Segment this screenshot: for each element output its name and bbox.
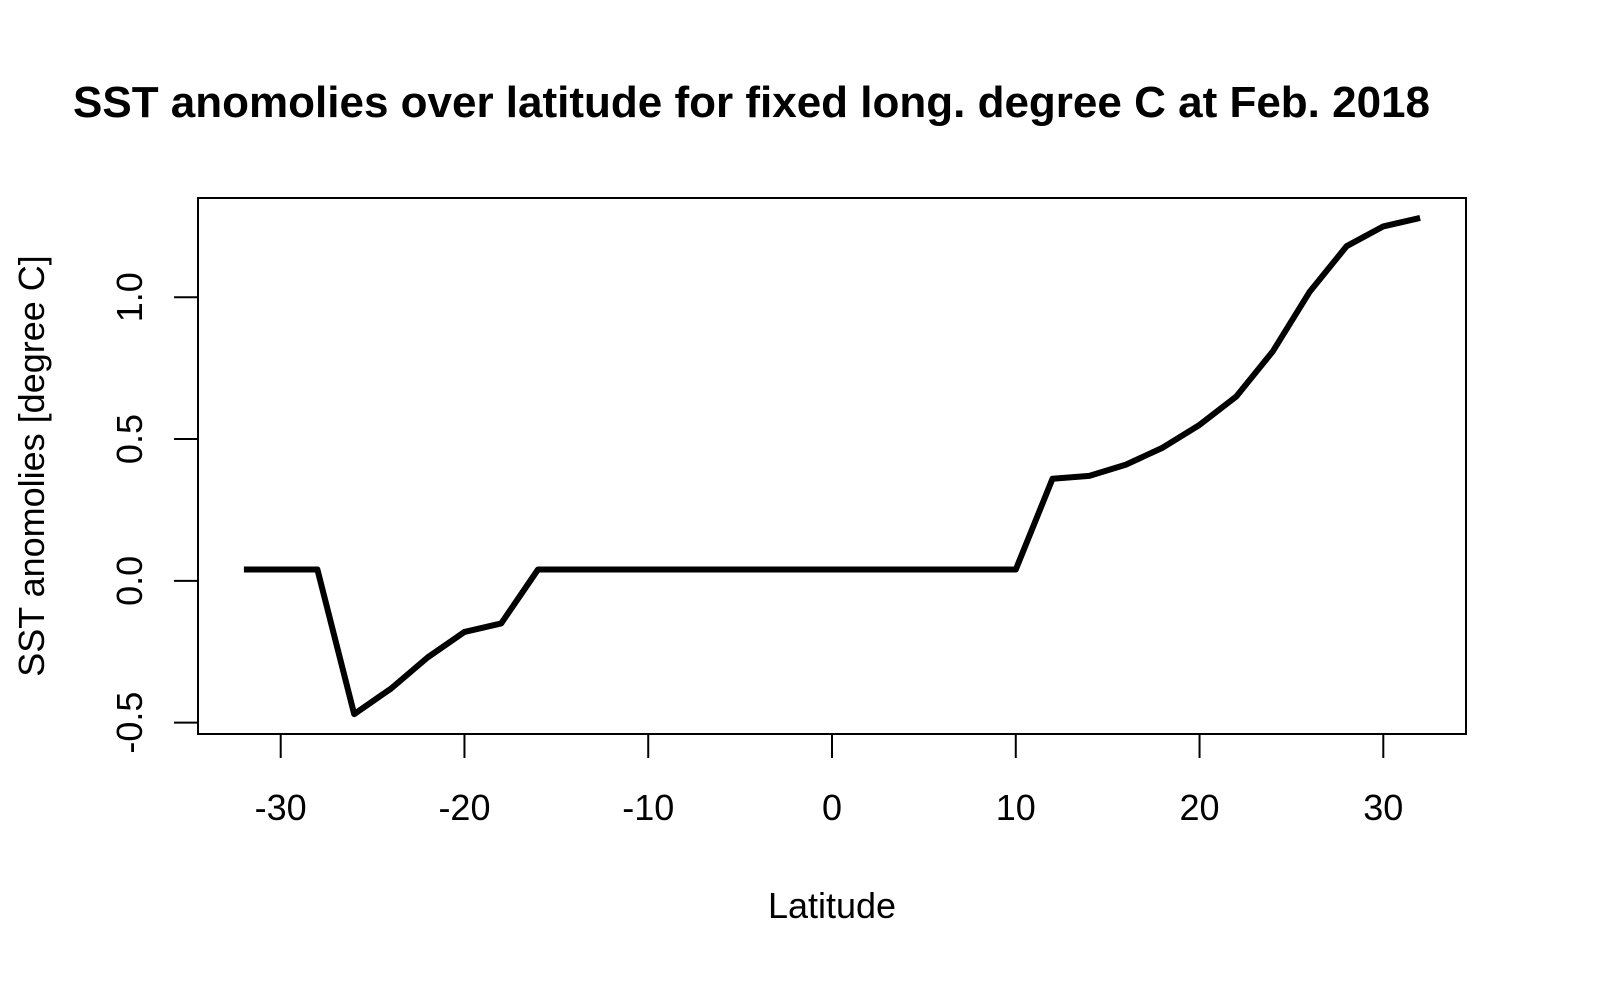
chart-title: SST anomolies over latitude for fixed lo… — [73, 78, 1430, 127]
y-tick-label: 0.5 — [109, 414, 150, 464]
plot-frame — [197, 197, 1467, 735]
y-axis: -0.5 0.0 0.5 1.0 — [109, 272, 199, 754]
y-tick-label: 1.0 — [109, 272, 150, 322]
y-axis-label: SST anomolies [degree C] — [11, 255, 52, 677]
x-tick-label: 10 — [996, 787, 1036, 828]
y-tick-label: 0.0 — [109, 556, 150, 606]
x-axis: -30 -20 -10 0 10 20 30 — [255, 733, 1403, 828]
x-tick-label: -20 — [438, 787, 490, 828]
series-layer — [243, 214, 1421, 718]
x-tick-label: 20 — [1180, 787, 1220, 828]
series-line — [243, 214, 1421, 718]
x-tick-label: 0 — [822, 787, 842, 828]
x-tick-label: 30 — [1363, 787, 1403, 828]
x-axis-label: Latitude — [768, 885, 896, 926]
x-tick-label: -10 — [622, 787, 674, 828]
y-tick-label: -0.5 — [109, 692, 150, 754]
x-tick-label: -30 — [255, 787, 307, 828]
